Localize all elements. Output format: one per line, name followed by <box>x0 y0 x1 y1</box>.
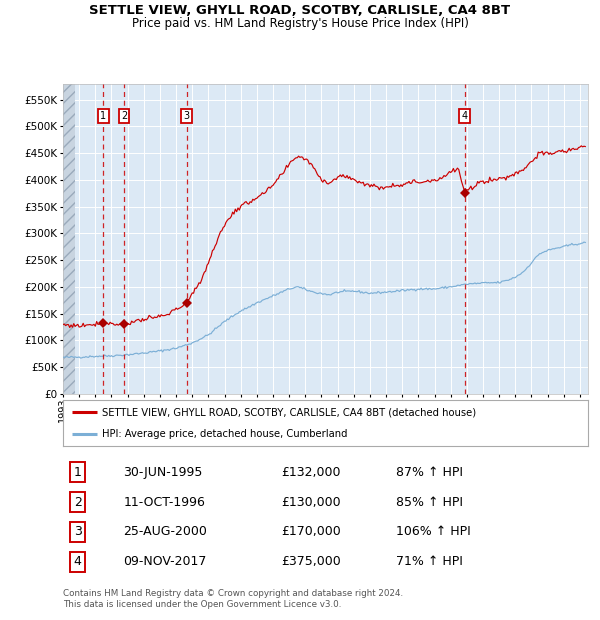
Text: SETTLE VIEW, GHYLL ROAD, SCOTBY, CARLISLE, CA4 8BT: SETTLE VIEW, GHYLL ROAD, SCOTBY, CARLISL… <box>89 4 511 17</box>
Text: 09-NOV-2017: 09-NOV-2017 <box>124 556 207 569</box>
Text: 30-JUN-1995: 30-JUN-1995 <box>124 466 203 479</box>
Text: 71% ↑ HPI: 71% ↑ HPI <box>397 556 463 569</box>
Text: £132,000: £132,000 <box>281 466 340 479</box>
Text: 2: 2 <box>74 495 82 508</box>
Text: 25-AUG-2000: 25-AUG-2000 <box>124 526 207 538</box>
Text: 3: 3 <box>74 526 82 538</box>
Text: This data is licensed under the Open Government Licence v3.0.: This data is licensed under the Open Gov… <box>63 600 341 609</box>
Text: £375,000: £375,000 <box>281 556 341 569</box>
Text: £130,000: £130,000 <box>281 495 341 508</box>
Text: Price paid vs. HM Land Registry's House Price Index (HPI): Price paid vs. HM Land Registry's House … <box>131 17 469 30</box>
Text: 85% ↑ HPI: 85% ↑ HPI <box>397 495 463 508</box>
Text: 1: 1 <box>74 466 82 479</box>
Text: 2: 2 <box>121 111 127 122</box>
Text: 1: 1 <box>100 111 106 122</box>
Text: 4: 4 <box>74 556 82 569</box>
Bar <box>63 84 75 394</box>
Text: 11-OCT-1996: 11-OCT-1996 <box>124 495 205 508</box>
Text: 3: 3 <box>184 111 190 122</box>
Text: Contains HM Land Registry data © Crown copyright and database right 2024.: Contains HM Land Registry data © Crown c… <box>63 589 403 598</box>
Text: HPI: Average price, detached house, Cumberland: HPI: Average price, detached house, Cumb… <box>103 429 348 439</box>
Text: 4: 4 <box>461 111 467 122</box>
Text: 106% ↑ HPI: 106% ↑ HPI <box>397 526 471 538</box>
Text: £170,000: £170,000 <box>281 526 341 538</box>
Text: 87% ↑ HPI: 87% ↑ HPI <box>397 466 463 479</box>
Text: SETTLE VIEW, GHYLL ROAD, SCOTBY, CARLISLE, CA4 8BT (detached house): SETTLE VIEW, GHYLL ROAD, SCOTBY, CARLISL… <box>103 407 476 417</box>
